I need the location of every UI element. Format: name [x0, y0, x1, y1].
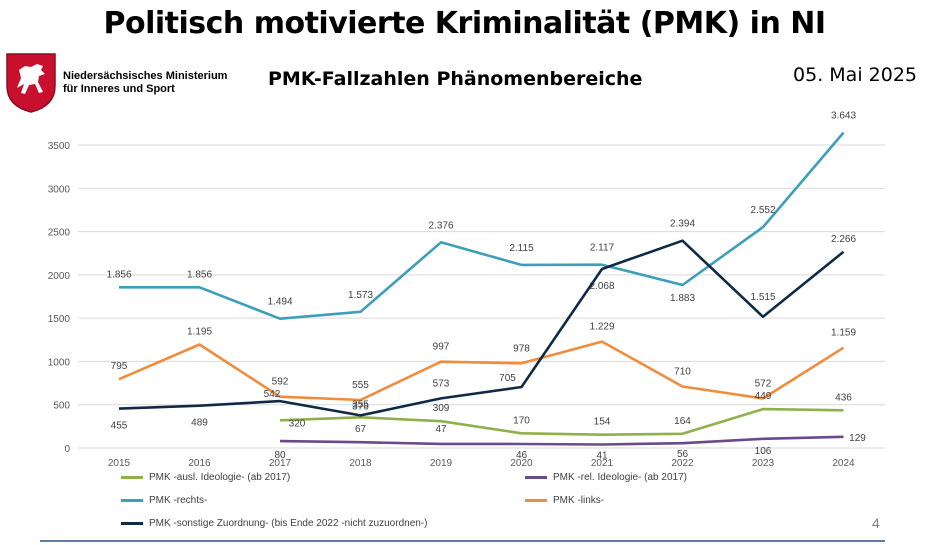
data-label: 309 — [433, 403, 450, 414]
legend-swatch — [121, 522, 143, 525]
data-label: 80 — [274, 450, 286, 461]
x-tick-label: 2020 — [510, 458, 533, 469]
data-label: 572 — [755, 378, 772, 389]
coat-of-arms-logo — [6, 53, 56, 113]
x-tick-label: 2017 — [269, 458, 292, 469]
y-tick-label: 2500 — [48, 228, 71, 239]
y-tick-label: 1000 — [48, 357, 71, 368]
data-label: 489 — [191, 418, 208, 429]
ministry-line-1: Niedersächsisches Ministerium — [63, 70, 228, 82]
series-line — [279, 407, 844, 436]
data-label: 1.883 — [670, 293, 695, 304]
data-label: 41 — [596, 450, 608, 461]
x-tick-label: 2023 — [752, 458, 775, 469]
data-label: 106 — [755, 446, 772, 457]
data-label: 436 — [835, 392, 852, 403]
series-line — [119, 131, 845, 320]
data-label: 555 — [352, 380, 369, 391]
data-label: 542 — [264, 389, 281, 400]
ministry-name: Niedersächsisches Ministerium für Innere… — [63, 70, 227, 96]
data-label: 978 — [513, 343, 530, 354]
data-label: 449 — [755, 391, 772, 402]
y-tick-label: 2000 — [48, 271, 71, 282]
page-title: Politisch motivierte Kriminalität (PMK) … — [103, 6, 826, 41]
data-label: 710 — [674, 367, 691, 378]
chart-subtitle: PMK-Fallzahlen Phänomenbereiche — [268, 68, 643, 90]
y-tick-label: 0 — [64, 444, 70, 455]
data-label: 705 — [499, 373, 516, 384]
series-line — [118, 340, 845, 402]
data-label: 47 — [435, 424, 447, 435]
data-label: 1.856 — [106, 269, 131, 280]
data-label: 164 — [674, 416, 691, 427]
ministry-line-2: für Inneres und Sport — [63, 83, 175, 95]
line-chart: 0 500 1000 1500 2000 2500 3000 3500 2015 2016 2017… — [48, 111, 885, 469]
data-label: 1.159 — [831, 328, 856, 339]
data-label: 56 — [677, 449, 689, 460]
data-label: 1.573 — [348, 290, 373, 301]
data-label: 2.115 — [509, 243, 534, 254]
data-label: 320 — [289, 418, 306, 429]
data-label: 67 — [355, 424, 367, 435]
series-line — [118, 239, 845, 417]
y-tick-label: 3000 — [48, 184, 71, 195]
x-tick-label: 2019 — [430, 458, 453, 469]
data-label: 455 — [111, 421, 128, 432]
x-tick-label: 2022 — [671, 458, 694, 469]
y-tick-label: 1500 — [48, 314, 71, 325]
data-label: 2.117 — [590, 243, 615, 254]
data-label: 573 — [433, 378, 450, 389]
data-label: 46 — [516, 450, 528, 461]
data-label: 997 — [433, 342, 450, 353]
y-tick-label: 3500 — [48, 141, 71, 152]
report-date: 05. Mai 2025 — [793, 64, 917, 86]
page-number: 4 — [872, 515, 880, 531]
legend-item: PMK -sonstige Zuordnung- (bis Ende 2022 … — [121, 518, 427, 529]
data-label: 154 — [594, 417, 611, 428]
data-label: 2.394 — [670, 219, 695, 230]
data-label: 129 — [849, 433, 866, 444]
legend-label: PMK -sonstige Zuordnung- (bis Ende 2022 … — [149, 518, 428, 529]
x-tick-label: 2021 — [591, 458, 614, 469]
data-label: 376 — [352, 401, 369, 412]
data-label: 170 — [513, 415, 530, 426]
data-label: 592 — [272, 377, 289, 388]
data-label: 1.494 — [267, 297, 292, 308]
data-label: 2.552 — [750, 205, 775, 216]
data-label: 1.195 — [187, 327, 212, 338]
data-label: 2.376 — [428, 220, 453, 231]
data-label: 1.515 — [750, 292, 775, 303]
y-tick-label: 500 — [53, 401, 70, 412]
data-label: 2.068 — [589, 281, 614, 292]
data-label: 355 — [352, 399, 369, 410]
x-tick-label: 2018 — [349, 458, 372, 469]
x-tick-label: 2024 — [832, 458, 855, 469]
data-label: 2.266 — [831, 234, 856, 245]
footer-divider — [40, 540, 885, 542]
data-label: 1.856 — [187, 269, 212, 280]
data-label: 795 — [111, 361, 128, 372]
x-tick-label: 2016 — [188, 458, 211, 469]
data-label: 1.229 — [589, 322, 614, 333]
data-label: 3.643 — [831, 111, 856, 122]
x-tick-label: 2015 — [108, 458, 131, 469]
series-line — [279, 435, 844, 446]
